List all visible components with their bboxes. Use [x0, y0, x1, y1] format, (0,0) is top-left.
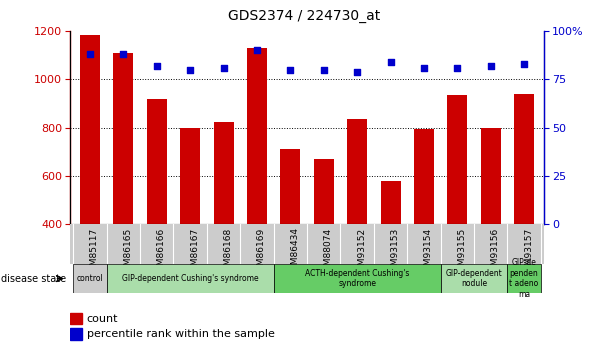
- Point: [486, 63, 496, 69]
- Bar: [70, 328, 82, 340]
- Text: GDS2374 / 224730_at: GDS2374 / 224730_at: [228, 9, 380, 23]
- Point: [219, 65, 229, 70]
- Bar: [80, 35, 100, 224]
- Bar: [347, 119, 367, 224]
- Text: GSM93153: GSM93153: [390, 227, 399, 277]
- Text: GSM86169: GSM86169: [257, 227, 266, 277]
- Bar: [113, 53, 133, 224]
- Bar: [147, 99, 167, 224]
- Text: GSM93155: GSM93155: [457, 227, 466, 277]
- Text: control: control: [77, 274, 103, 283]
- Point: [419, 65, 429, 70]
- Text: GIP-de
penden
t adeno
ma: GIP-de penden t adeno ma: [510, 258, 539, 299]
- Text: GSM93152: GSM93152: [357, 227, 366, 277]
- Text: GSM86168: GSM86168: [224, 227, 232, 277]
- Bar: [447, 95, 468, 224]
- Bar: [381, 181, 401, 224]
- Bar: [70, 313, 82, 324]
- Text: GSM88074: GSM88074: [323, 227, 333, 277]
- Bar: [508, 264, 541, 293]
- Point: [319, 67, 328, 72]
- Bar: [247, 48, 267, 224]
- Bar: [414, 129, 434, 224]
- Bar: [274, 264, 441, 293]
- Text: disease state: disease state: [1, 274, 66, 284]
- Bar: [73, 264, 106, 293]
- Text: GSM93157: GSM93157: [524, 227, 533, 277]
- Point: [352, 69, 362, 75]
- Point: [286, 67, 295, 72]
- Point: [85, 51, 95, 57]
- Point: [185, 67, 195, 72]
- Bar: [106, 264, 274, 293]
- Bar: [441, 264, 508, 293]
- Text: GSM93154: GSM93154: [424, 227, 433, 277]
- Text: GSM93156: GSM93156: [491, 227, 500, 277]
- Text: count: count: [86, 314, 118, 324]
- Bar: [213, 122, 233, 224]
- Point: [252, 48, 262, 53]
- Point: [519, 61, 529, 67]
- Point: [385, 59, 395, 65]
- Text: GSM85117: GSM85117: [90, 227, 99, 277]
- Bar: [514, 94, 534, 224]
- Text: GSM86434: GSM86434: [291, 227, 299, 276]
- Text: GIP-dependent
nodule: GIP-dependent nodule: [446, 269, 502, 288]
- Text: GSM86167: GSM86167: [190, 227, 199, 277]
- Text: ACTH-dependent Cushing's
syndrome: ACTH-dependent Cushing's syndrome: [305, 269, 409, 288]
- Bar: [314, 159, 334, 224]
- Bar: [280, 149, 300, 224]
- Text: GSM86165: GSM86165: [123, 227, 133, 277]
- Point: [152, 63, 162, 69]
- Point: [452, 65, 462, 70]
- Text: percentile rank within the sample: percentile rank within the sample: [86, 329, 275, 339]
- Point: [119, 51, 128, 57]
- Text: GSM86166: GSM86166: [157, 227, 166, 277]
- Text: GIP-dependent Cushing's syndrome: GIP-dependent Cushing's syndrome: [122, 274, 258, 283]
- Bar: [180, 128, 200, 224]
- Bar: [481, 128, 501, 224]
